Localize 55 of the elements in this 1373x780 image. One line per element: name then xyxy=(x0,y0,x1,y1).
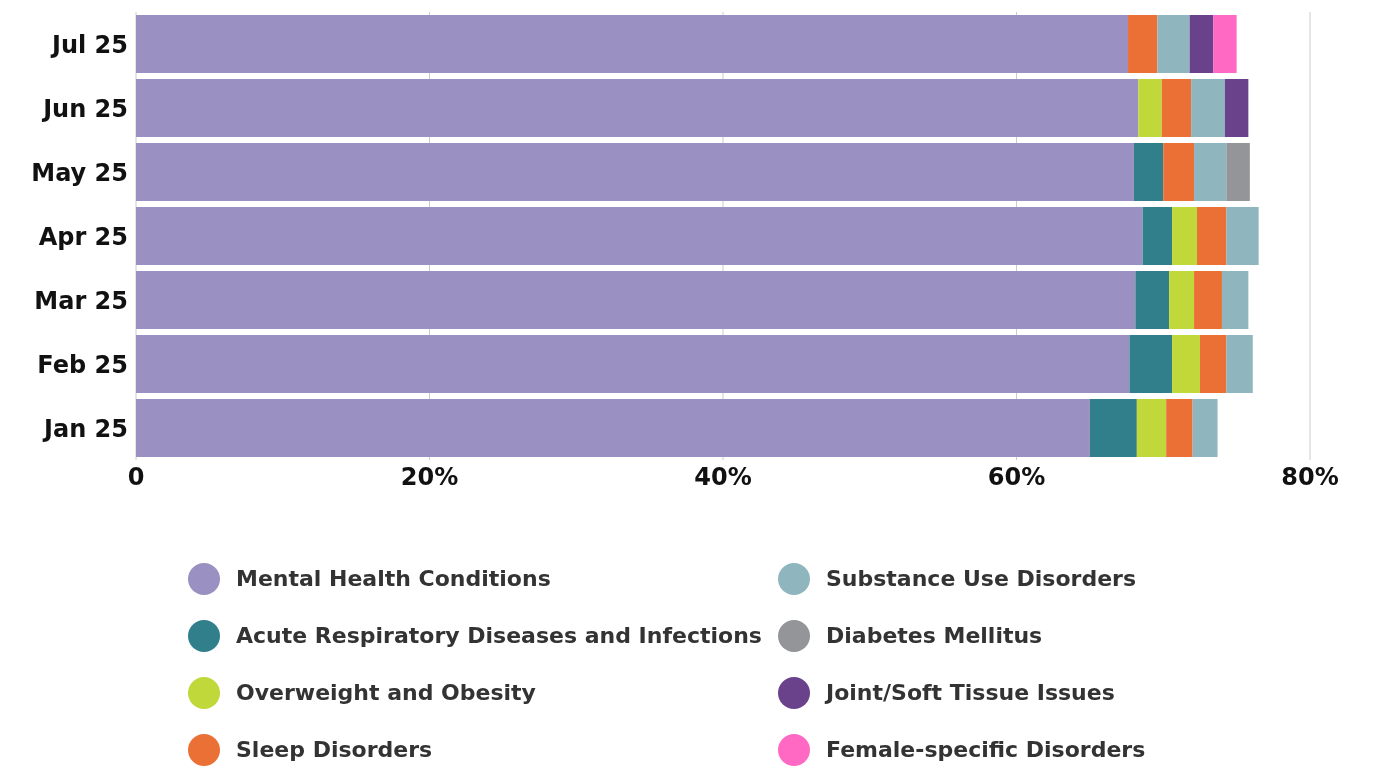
legend-label: Acute Respiratory Diseases and Infections xyxy=(236,623,762,648)
y-tick-label: Jan 25 xyxy=(42,414,128,443)
bar xyxy=(1138,79,1162,137)
bar xyxy=(136,399,1090,457)
x-tick-label: 20% xyxy=(400,463,459,492)
bar xyxy=(1224,79,1249,137)
y-tick-label: Feb 25 xyxy=(37,350,128,379)
bar xyxy=(1172,335,1200,393)
bar xyxy=(1166,399,1193,457)
bar xyxy=(1142,207,1173,265)
bar xyxy=(136,79,1139,137)
bar xyxy=(136,271,1136,329)
y-tick-label: Jul 25 xyxy=(50,30,128,59)
bar xyxy=(1135,271,1170,329)
bar xyxy=(136,15,1129,73)
bar xyxy=(1226,143,1250,201)
y-tick-label: Mar 25 xyxy=(34,286,128,315)
bar xyxy=(1213,15,1237,73)
bar xyxy=(1172,207,1197,265)
bar xyxy=(1157,15,1190,73)
bar xyxy=(1089,399,1137,457)
bar xyxy=(1194,271,1222,329)
bar xyxy=(1189,15,1214,73)
bar xyxy=(136,335,1130,393)
bar xyxy=(1226,207,1259,265)
bar xyxy=(136,143,1134,201)
bar xyxy=(1197,207,1227,265)
bar xyxy=(1133,143,1164,201)
bar xyxy=(1221,271,1249,329)
bar xyxy=(1194,143,1227,201)
bar xyxy=(136,207,1143,265)
y-tick-label: Apr 25 xyxy=(38,222,128,251)
x-tick-label: 40% xyxy=(694,463,752,492)
bar xyxy=(1136,399,1167,457)
legend-label: Joint/Soft Tissue Issues xyxy=(826,680,1115,705)
legend-label: Female-specific Disorders xyxy=(826,737,1146,762)
bar xyxy=(1199,335,1227,393)
bar xyxy=(1128,15,1158,73)
legend-label: Sleep Disorders xyxy=(236,737,433,762)
bar xyxy=(1161,79,1192,137)
legend-label: Overweight and Obesity xyxy=(236,680,536,705)
bar xyxy=(1191,79,1225,137)
x-tick-label: 0 xyxy=(127,463,145,492)
y-tick-label: May 25 xyxy=(31,158,128,187)
legend-label: Diabetes Mellitus xyxy=(826,623,1043,648)
bar xyxy=(1129,335,1173,393)
bar xyxy=(1192,399,1218,457)
bar xyxy=(1169,271,1195,329)
x-tick-label: 60% xyxy=(987,463,1046,492)
legend-label: Substance Use Disorders xyxy=(826,566,1137,591)
bar xyxy=(1226,335,1253,393)
legend-label: Mental Health Conditions xyxy=(236,566,551,591)
x-tick-label: 80% xyxy=(1281,463,1339,492)
bar xyxy=(1163,143,1195,201)
y-tick-label: Jun 25 xyxy=(41,94,128,123)
